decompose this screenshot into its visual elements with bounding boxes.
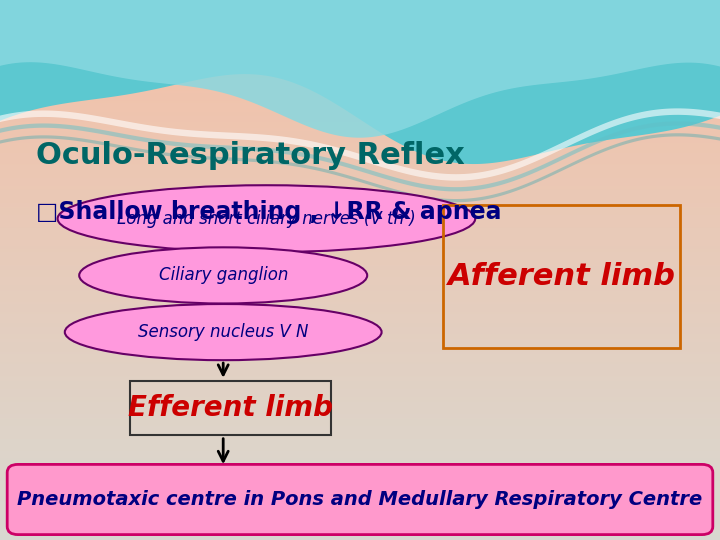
Text: Afferent limb: Afferent limb — [448, 262, 675, 291]
Text: Ciliary ganglion: Ciliary ganglion — [158, 266, 288, 285]
Ellipse shape — [65, 304, 382, 360]
Text: □Shallow breathing , ↓RR & apnea: □Shallow breathing , ↓RR & apnea — [36, 200, 502, 224]
Bar — [443, 205, 680, 348]
FancyBboxPatch shape — [7, 464, 713, 535]
Text: Long and short ciliary nerves (V th ): Long and short ciliary nerves (V th ) — [117, 210, 415, 228]
Ellipse shape — [58, 185, 475, 252]
Bar — [130, 381, 331, 435]
Text: Pneumotaxic centre in Pons and Medullary Respiratory Centre: Pneumotaxic centre in Pons and Medullary… — [17, 490, 703, 509]
Ellipse shape — [79, 247, 367, 303]
Text: Sensory nucleus V N: Sensory nucleus V N — [138, 323, 308, 341]
Text: Oculo-Respiratory Reflex: Oculo-Respiratory Reflex — [36, 141, 464, 170]
Text: Efferent limb: Efferent limb — [128, 394, 333, 422]
